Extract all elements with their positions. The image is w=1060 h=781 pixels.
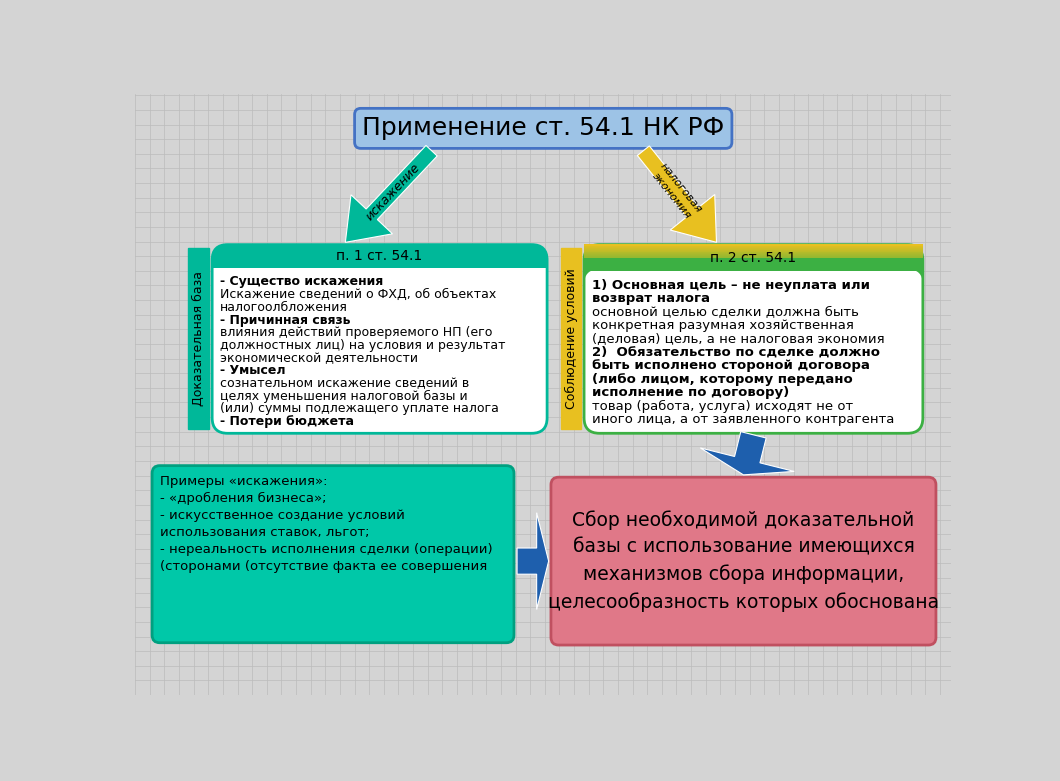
Text: возврат налога: возврат налога (591, 292, 710, 305)
Bar (584, 267, 923, 269)
Bar (188, 248, 209, 430)
FancyBboxPatch shape (551, 477, 936, 645)
Text: исполнение по договору): исполнение по договору) (591, 387, 789, 399)
FancyBboxPatch shape (212, 244, 547, 268)
Text: Применение ст. 54.1 НК РФ: Применение ст. 54.1 НК РФ (363, 116, 724, 141)
Bar (584, 265, 923, 266)
FancyBboxPatch shape (212, 244, 547, 433)
Polygon shape (701, 432, 794, 475)
Polygon shape (637, 146, 717, 242)
Text: Доказательная база: Доказательная база (192, 272, 205, 406)
Bar (584, 244, 923, 245)
Bar (584, 255, 923, 256)
Bar (212, 256, 547, 268)
Text: Сбор необходимой доказательной
базы с использование имеющихся
механизмов сбора и: Сбор необходимой доказательной базы с ис… (548, 511, 939, 612)
Text: сознательном искажение сведений в: сознательном искажение сведений в (219, 377, 470, 390)
Text: быть исполнено стороной договора: быть исполнено стороной договора (591, 359, 869, 373)
Text: целях уменьшения налоговой базы и: целях уменьшения налоговой базы и (219, 390, 467, 403)
Text: Примеры «искажения»:
- «дробления бизнеса»;
- искусственное создание условий
исп: Примеры «искажения»: - «дробления бизнес… (160, 475, 493, 573)
Polygon shape (517, 512, 549, 609)
Bar (584, 245, 923, 248)
Bar (584, 266, 923, 267)
Text: искажение: искажение (363, 161, 423, 223)
FancyBboxPatch shape (584, 255, 923, 284)
FancyBboxPatch shape (584, 244, 923, 433)
Text: основной целью сделки должна быть: основной целью сделки должна быть (591, 305, 859, 319)
Bar (584, 248, 923, 250)
Text: конкретная разумная хозяйственная: конкретная разумная хозяйственная (591, 319, 853, 332)
Bar (584, 255, 923, 257)
Text: 2)  Обязательство по сделке должно: 2) Обязательство по сделке должно (591, 346, 880, 359)
Bar (584, 262, 923, 264)
Bar (584, 256, 923, 258)
Bar (584, 259, 923, 260)
Text: (или) суммы подлежащего уплате налога: (или) суммы подлежащего уплате налога (219, 402, 498, 415)
Bar (584, 258, 923, 259)
Bar (561, 248, 581, 430)
FancyBboxPatch shape (152, 465, 514, 643)
Text: влияния действий проверяемого НП (его: влияния действий проверяемого НП (его (219, 326, 492, 339)
Text: Соблюдение условий: Соблюдение условий (564, 269, 578, 409)
Text: налоговая
экономия: налоговая экономия (649, 162, 704, 223)
Text: иного лица, а от заявленного контрагента: иного лица, а от заявленного контрагента (591, 413, 895, 426)
Bar (584, 248, 923, 249)
Bar (584, 251, 923, 253)
Bar (584, 251, 923, 252)
Text: п. 1 ст. 54.1: п. 1 ст. 54.1 (336, 249, 423, 263)
Bar (584, 266, 923, 268)
Text: товар (работа, услуга) исходят не от: товар (работа, услуга) исходят не от (591, 400, 853, 413)
Text: 1) Основная цель – не неуплата или: 1) Основная цель – не неуплата или (591, 279, 870, 291)
Text: - Умысел: - Умысел (219, 365, 285, 377)
Bar (584, 263, 923, 265)
Text: - Существо искажения: - Существо искажения (219, 276, 383, 288)
Text: (деловая) цель, а не налоговая экономия: (деловая) цель, а не налоговая экономия (591, 333, 884, 345)
Text: - Причинная связь: - Причинная связь (219, 313, 351, 326)
Bar (584, 257, 923, 259)
Text: - Потери бюджета: - Потери бюджета (219, 415, 354, 428)
Bar (584, 250, 923, 251)
Text: (либо лицом, которому передано: (либо лицом, которому передано (591, 373, 852, 386)
Text: налогоолбложения: налогоолбложения (219, 301, 348, 314)
Text: должностных лиц) на условия и результат: должностных лиц) на условия и результат (219, 339, 506, 352)
Bar (584, 269, 923, 270)
Bar (584, 259, 923, 261)
Bar (584, 262, 923, 263)
Polygon shape (346, 145, 437, 242)
Text: Искажение сведений о ФХД, об объектах: Искажение сведений о ФХД, об объектах (219, 288, 496, 301)
Bar (584, 252, 923, 255)
Bar (584, 249, 923, 251)
Bar (584, 244, 923, 246)
Bar (584, 264, 923, 266)
FancyBboxPatch shape (355, 109, 731, 148)
Text: п. 2 ст. 54.1: п. 2 ст. 54.1 (710, 251, 796, 265)
Bar (584, 258, 923, 271)
Text: экономической деятельности: экономической деятельности (219, 351, 418, 365)
Bar (584, 247, 923, 248)
Bar (584, 260, 923, 262)
Bar (584, 254, 923, 255)
